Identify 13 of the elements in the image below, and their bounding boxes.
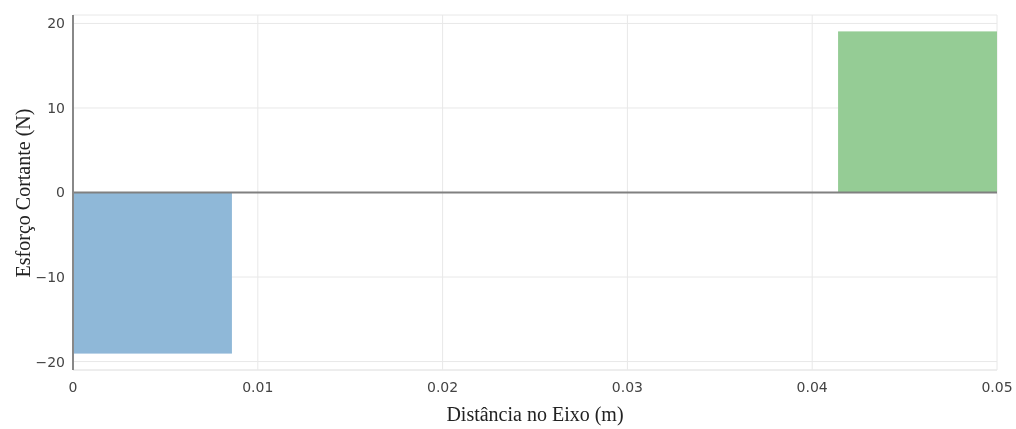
x-tick-label: 0.04 <box>796 378 828 395</box>
y-tick-label: 10 <box>47 99 65 116</box>
y-axis-title: Esforço Cortante (N) <box>12 108 35 278</box>
x-tick-label: 0.03 <box>611 378 643 395</box>
y-tick-label: 20 <box>47 15 65 32</box>
x-tick-label: 0.05 <box>981 378 1013 395</box>
x-tick-label: 0.01 <box>242 378 274 395</box>
x-axis-title: Distância no Eixo (m) <box>446 403 624 426</box>
y-tick-label: −20 <box>35 353 65 370</box>
y-tick-label: 0 <box>56 184 65 201</box>
y-tick-label: −10 <box>35 268 65 285</box>
x-tick-label: 0 <box>68 378 78 395</box>
x-tick-label: 0.02 <box>427 378 459 395</box>
